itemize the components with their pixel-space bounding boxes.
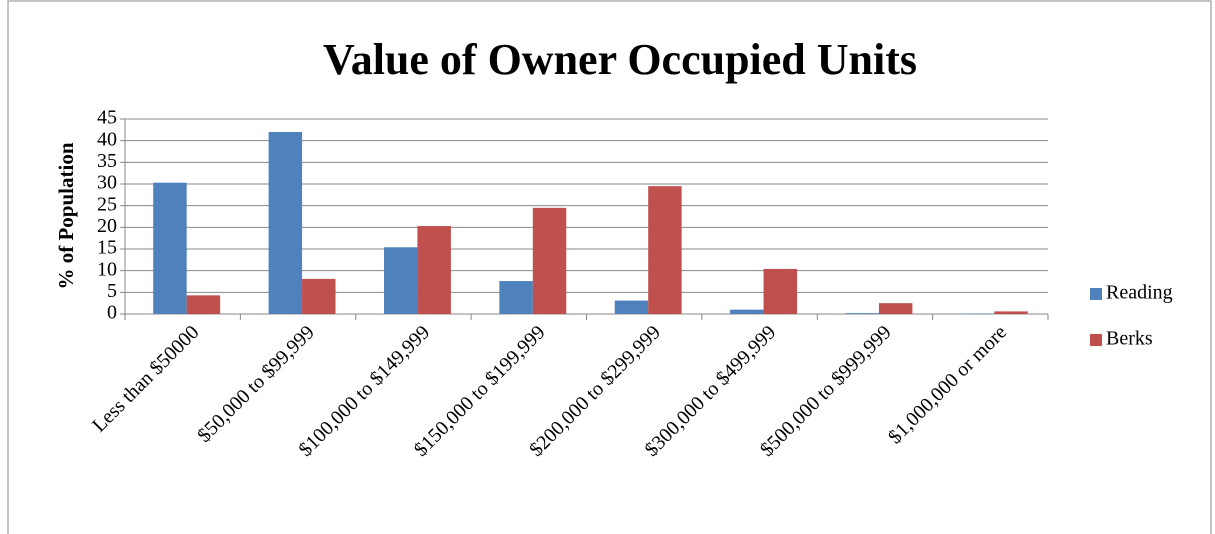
bar [186, 295, 221, 314]
chart-border [7, 0, 1212, 534]
y-tick-label: 20 [97, 215, 117, 237]
x-tick-label: Less than $50000 [88, 321, 203, 436]
bar [878, 303, 913, 314]
bar [763, 268, 798, 314]
x-tick-label: $100,000 to $149,999 [295, 321, 435, 461]
y-tick-label: 0 [107, 302, 117, 324]
bar [302, 278, 336, 314]
x-tick-label: $50,000 to $99,999 [193, 321, 319, 447]
legend-label: Reading [1106, 282, 1173, 304]
y-tick-label: 10 [97, 258, 117, 280]
y-tick-label: 40 [97, 128, 117, 150]
chart-title: Value of Owner Occupied Units [323, 35, 917, 84]
bar [730, 309, 764, 314]
legend-swatch [1090, 288, 1102, 300]
bar [614, 300, 649, 314]
y-axis-label: % of Population [54, 142, 78, 289]
bar [532, 207, 567, 314]
bar [499, 281, 533, 314]
y-tick-label: 25 [97, 193, 117, 215]
y-tick-label: 5 [107, 280, 117, 302]
bar [648, 186, 682, 314]
y-tick-label: 15 [97, 237, 117, 259]
bar [383, 247, 418, 314]
x-tick-label: $1,000,000 or more [884, 321, 1011, 448]
x-tick-label: $150,000 to $199,999 [410, 321, 550, 461]
bar [994, 311, 1028, 314]
bar [417, 226, 451, 314]
y-tick-label: 45 [97, 107, 117, 129]
legend-swatch [1090, 334, 1102, 346]
bar [153, 182, 187, 314]
x-tick-label: $300,000 to $499,999 [641, 321, 781, 461]
x-tick-label: $200,000 to $299,999 [525, 321, 665, 461]
y-tick-label: 35 [97, 150, 117, 172]
y-tick-label: 30 [97, 172, 117, 194]
x-tick-label: $500,000 to $999,999 [756, 321, 896, 461]
legend-label: Berks [1106, 328, 1153, 350]
bar [268, 132, 303, 314]
bar [845, 313, 879, 314]
